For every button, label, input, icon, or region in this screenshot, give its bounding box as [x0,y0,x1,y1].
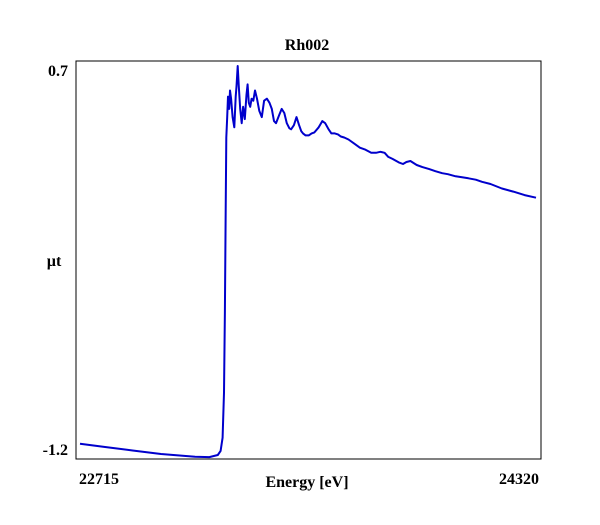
series-layer [79,65,537,459]
series-line-0 [79,65,537,459]
y-tick-label-max: 0.7 [48,63,68,80]
chart-title: Rh002 [285,37,329,54]
y-axis-label: µt [47,253,62,270]
x-axis-label: Energy [eV] [265,474,348,491]
plot-area [75,60,542,460]
x-tick-label-max: 24320 [499,471,539,488]
y-tick-label-min: -1.2 [43,442,68,459]
x-tick-label-min: 22715 [79,471,119,488]
